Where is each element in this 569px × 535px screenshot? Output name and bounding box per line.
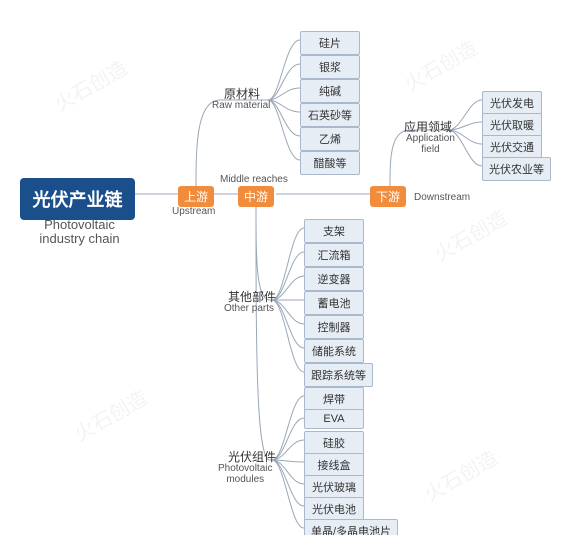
watermark: 火石创造 bbox=[428, 202, 512, 267]
root-label-en: Photovoltaicindustry chain bbox=[32, 218, 127, 247]
leaf-app-0: 光伏发电 bbox=[482, 91, 542, 115]
leaf-other-5: 储能系统 bbox=[304, 339, 364, 363]
root-node: 光伏产业链 bbox=[20, 178, 135, 220]
pv-modules-label-en: Photovoltaicmodules bbox=[218, 463, 272, 485]
application-label-en: Applicationfield bbox=[406, 133, 455, 155]
leaf-other-6: 跟踪系统等 bbox=[304, 363, 373, 387]
leaf-other-1: 汇流箱 bbox=[304, 243, 364, 267]
watermark: 火石创造 bbox=[68, 382, 152, 447]
midstream-label-en: Middle reaches bbox=[220, 174, 288, 185]
midstream-node: 中游 bbox=[238, 186, 274, 207]
leaf-app-3: 光伏农业等 bbox=[482, 157, 551, 181]
downstream-label-en: Downstream bbox=[414, 192, 470, 203]
leaf-raw-0: 硅片 bbox=[300, 31, 360, 55]
leaf-pv-5: 光伏电池 bbox=[304, 497, 364, 521]
watermark: 火石创造 bbox=[418, 442, 502, 507]
leaf-raw-1: 银浆 bbox=[300, 55, 360, 79]
leaf-app-1: 光伏取暖 bbox=[482, 113, 542, 137]
watermark: 火石创造 bbox=[398, 32, 482, 97]
upstream-label-en: Upstream bbox=[172, 206, 215, 217]
raw-material-label-en: Raw material bbox=[212, 100, 270, 111]
leaf-raw-2: 纯碱 bbox=[300, 79, 360, 103]
leaf-other-4: 控制器 bbox=[304, 315, 364, 339]
leaf-pv-3: 接线盒 bbox=[304, 453, 364, 477]
leaf-raw-4: 乙烯 bbox=[300, 127, 360, 151]
upstream-node: 上游 bbox=[178, 186, 214, 207]
downstream-node: 下游 bbox=[370, 186, 406, 207]
leaf-other-3: 蓄电池 bbox=[304, 291, 364, 315]
leaf-pv-2: 硅胶 bbox=[304, 431, 364, 455]
connector-lines bbox=[0, 0, 569, 535]
leaf-pv-0: 焊带 bbox=[304, 387, 364, 411]
leaf-app-2: 光伏交通 bbox=[482, 135, 542, 159]
watermark: 火石创造 bbox=[48, 52, 132, 117]
leaf-pv-6: 单晶/多晶电池片 bbox=[304, 519, 398, 535]
leaf-other-2: 逆变器 bbox=[304, 267, 364, 291]
other-parts-label-en: Other parts bbox=[224, 303, 274, 314]
leaf-other-0: 支架 bbox=[304, 219, 364, 243]
leaf-raw-5: 醋酸等 bbox=[300, 151, 360, 175]
leaf-pv-4: 光伏玻璃 bbox=[304, 475, 364, 499]
leaf-raw-3: 石英砂等 bbox=[300, 103, 360, 127]
leaf-pv-1: EVA bbox=[304, 409, 364, 429]
